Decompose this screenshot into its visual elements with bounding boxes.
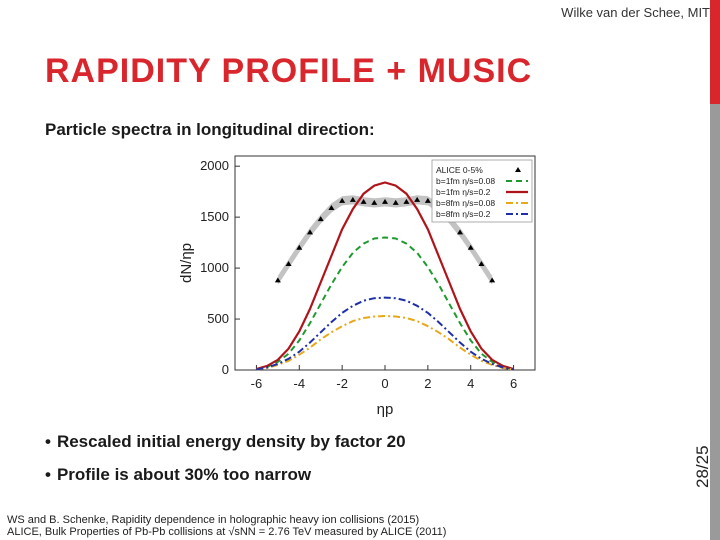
data-point bbox=[296, 244, 303, 250]
legend-label: ALICE 0-5% bbox=[436, 165, 483, 175]
data-point bbox=[478, 261, 485, 267]
data-point bbox=[317, 216, 324, 222]
x-tick-label: -2 bbox=[336, 376, 348, 391]
data-point bbox=[349, 196, 356, 202]
sidebar-bar bbox=[710, 104, 720, 540]
y-axis-label: dN/ηp bbox=[178, 243, 195, 283]
series-line bbox=[256, 181, 514, 371]
data-point bbox=[307, 229, 313, 235]
data-point bbox=[489, 277, 496, 283]
data-point bbox=[457, 229, 463, 235]
y-tick-label: 1500 bbox=[200, 209, 229, 224]
legend-label: b=8fm η/s=0.08 bbox=[436, 198, 495, 208]
x-tick-label: 4 bbox=[467, 376, 474, 391]
legend-label: b=1fm η/s=0.2 bbox=[436, 187, 491, 197]
x-tick-label: -4 bbox=[294, 376, 306, 391]
series-line bbox=[256, 314, 514, 371]
slide-number: 28/25 bbox=[693, 445, 712, 488]
references: WS and B. Schenke, Rapidity dependence i… bbox=[7, 514, 446, 538]
data-point bbox=[285, 261, 292, 267]
data-point bbox=[467, 244, 474, 250]
rapidity-chart: 0 500 1000 1500 2000 -6 -4 -2 0 2 4 6 ηp dN/ηp ALICE 0… bbox=[178, 155, 536, 418]
reference-line: ALICE, Bulk Properties of Pb-Pb collisio… bbox=[7, 526, 447, 538]
data-point bbox=[371, 199, 378, 205]
y-tick-label: 0 bbox=[222, 362, 229, 377]
data-point bbox=[274, 277, 281, 283]
data-point bbox=[382, 198, 388, 204]
data-point bbox=[339, 197, 346, 203]
bullet-item: Profile is about 30% too narrow bbox=[45, 465, 406, 485]
accent-bar bbox=[710, 0, 720, 104]
data-point bbox=[424, 197, 431, 203]
x-tick-label: 0 bbox=[381, 376, 388, 391]
bullet-item: Rescaled initial energy density by facto… bbox=[45, 432, 406, 452]
data-point bbox=[414, 196, 421, 202]
series-line bbox=[256, 236, 514, 370]
y-tick-label: 500 bbox=[207, 311, 229, 326]
x-tick-label: 2 bbox=[424, 376, 431, 391]
author-label: Wilke van der Schee, MIT bbox=[561, 5, 710, 20]
x-axis-label: ηp bbox=[377, 401, 394, 418]
data-point bbox=[360, 198, 367, 204]
slide-title: RAPIDITY PROFILE + MUSIC bbox=[45, 52, 533, 90]
bullet-list: Rescaled initial energy density by facto… bbox=[45, 432, 406, 498]
legend-marker bbox=[515, 167, 521, 172]
y-tick-label: 2000 bbox=[200, 158, 229, 173]
legend-label: b=1fm η/s=0.08 bbox=[436, 176, 495, 186]
x-tick-label: -6 bbox=[251, 376, 263, 391]
series-line bbox=[256, 296, 514, 371]
x-tick-label: 6 bbox=[510, 376, 517, 391]
slide-subtitle: Particle spectra in longitudinal directi… bbox=[45, 120, 375, 139]
y-tick-label: 1000 bbox=[200, 260, 229, 275]
data-point bbox=[328, 204, 335, 210]
legend-label: b=8fm η/s=0.2 bbox=[436, 209, 491, 219]
data-point bbox=[403, 198, 410, 204]
reference-line: WS and B. Schenke, Rapidity dependence i… bbox=[7, 514, 420, 526]
data-point bbox=[392, 199, 399, 205]
